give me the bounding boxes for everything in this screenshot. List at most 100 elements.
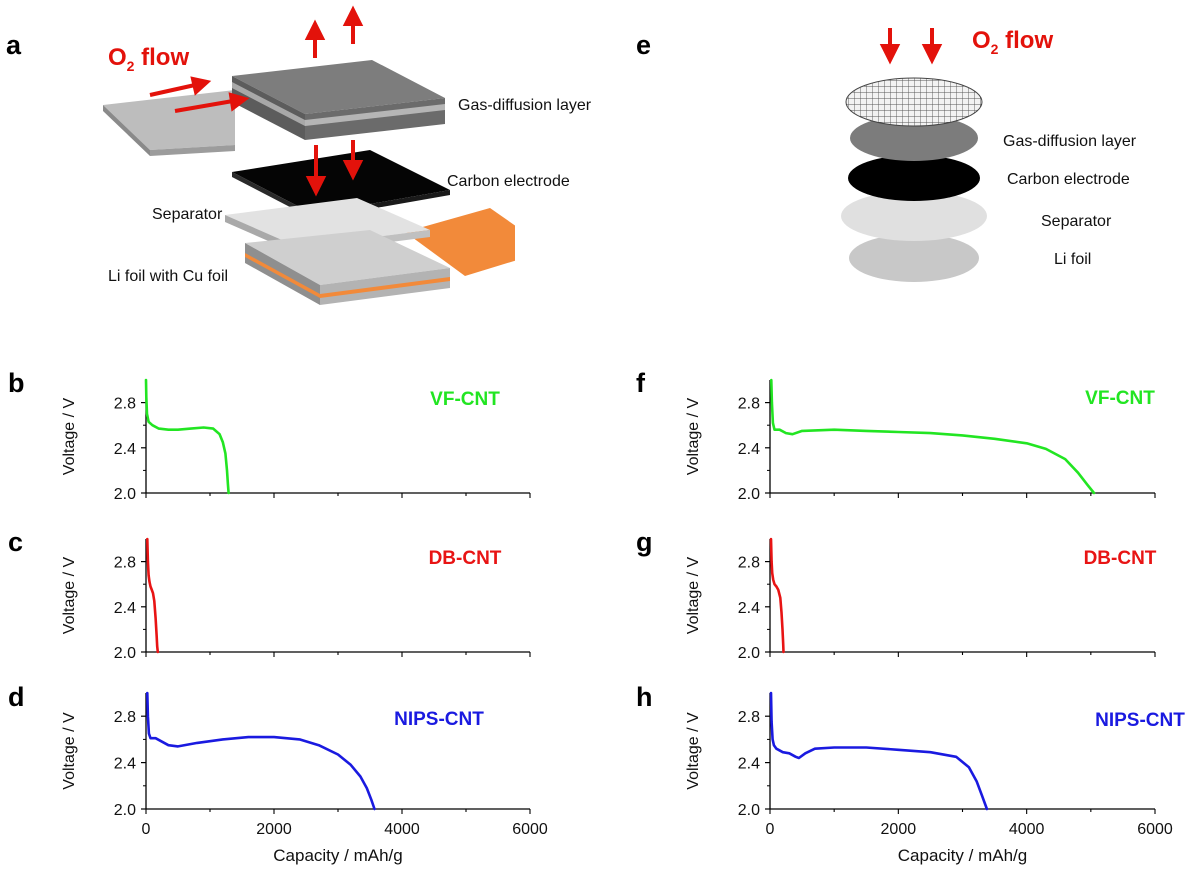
inflow-arrow-2-head	[228, 92, 250, 112]
o2-label-sub: 2	[990, 40, 999, 57]
y-tick-label: 2.4	[738, 756, 760, 773]
separator-disc	[841, 191, 987, 241]
y-tick-label: 2.0	[114, 802, 136, 819]
o2-label-sub: 2	[126, 57, 135, 74]
x-axis-label: Capacity / mAh/g	[898, 846, 1027, 865]
cu-foil-tab	[405, 208, 515, 276]
y-tick-label: 2.0	[738, 645, 760, 662]
series-line-nips-cnt	[769, 691, 989, 811]
x-axis-label: Capacity / mAh/g	[273, 846, 402, 865]
gdl-top	[232, 60, 445, 114]
y-tick-label: 2.4	[114, 441, 136, 458]
label-separator-a: Separator	[152, 206, 223, 223]
down-arrow-e1-head	[879, 44, 901, 65]
o2-down-arrows-e	[879, 28, 943, 65]
li-foil-disc	[849, 234, 979, 282]
x-tick-label: 4000	[1009, 821, 1045, 838]
carbon-electrode-top	[232, 150, 450, 214]
label-carbon-a: Carbon electrode	[447, 173, 570, 190]
o2-label-rest: flow	[134, 44, 190, 71]
series-line-db-cnt	[146, 537, 160, 654]
series-line-vf-cnt	[144, 378, 230, 495]
up-arrow-1-head	[304, 19, 326, 40]
y-axis-label: Voltage / V	[685, 556, 702, 634]
chart-f: f 2.0 2.4 2.8 Voltage / V VF-CNT	[636, 368, 1156, 503]
x-tick-label: 2000	[881, 821, 917, 838]
x-tick-label: 0	[142, 821, 151, 838]
series-label: DB-CNT	[1084, 548, 1157, 569]
down-arrow-e2-head	[921, 44, 943, 65]
chart-c: c 2.0 2.4 2.8 Voltage / V DB-CNT	[8, 527, 531, 662]
series-label: VF-CNT	[1085, 388, 1155, 409]
panel-letter-b: b	[8, 368, 25, 398]
x-tick-label: 6000	[1137, 821, 1173, 838]
series-label: NIPS-CNT	[1095, 710, 1185, 731]
gdl-stripe-side	[232, 82, 305, 126]
series-line-db-cnt	[769, 537, 785, 654]
series-label: DB-CNT	[429, 548, 502, 569]
y-tick-label: 2.0	[114, 645, 136, 662]
label-li-foil-e: Li foil	[1054, 251, 1092, 268]
y-axis-label: Voltage / V	[61, 397, 78, 475]
mesh-disc	[845, 77, 983, 127]
series-line-vf-cnt	[769, 378, 1096, 495]
panel-letter-h: h	[636, 682, 653, 712]
chart-h: h 2.0 2.4 2.8 0 2000 4000 6000 Voltage / V Capaci…	[636, 682, 1185, 865]
o2-inflow-arrows	[149, 76, 250, 113]
label-separator-e: Separator	[1041, 213, 1112, 230]
o2-label-main: O	[108, 44, 127, 71]
y-tick-label: 2.0	[114, 486, 136, 503]
panel-letter-d: d	[8, 682, 25, 712]
y-tick-label: 2.4	[738, 441, 760, 458]
gdl-stripe	[305, 104, 445, 126]
y-axis-label: Voltage / V	[61, 712, 78, 790]
disc-stack-diagram	[841, 28, 987, 282]
y-tick-label: 2.8	[738, 709, 760, 726]
inflow-arrow-1	[149, 83, 196, 97]
label-li-foil-a: Li foil with Cu foil	[108, 268, 229, 285]
y-tick-label: 2.4	[738, 600, 760, 617]
o2-outflow-arrows	[304, 5, 364, 58]
panel-letter-c: c	[8, 527, 23, 557]
up-arrow-2-head	[342, 5, 364, 26]
y-axis-label: Voltage / V	[685, 397, 702, 475]
cu-layer-front	[320, 277, 450, 298]
o2-label-rest: flow	[998, 27, 1054, 54]
panel-letter-a: a	[6, 30, 22, 60]
y-tick-label: 2.8	[114, 555, 136, 572]
panel-letter-e: e	[636, 30, 652, 60]
y-tick-label: 2.8	[738, 555, 760, 572]
x-tick-label: 2000	[256, 821, 292, 838]
down-arrow-1-head	[305, 176, 327, 197]
inflow-arrow-1-head	[190, 76, 212, 96]
inlet-plate-front	[150, 145, 235, 156]
cu-layer-side	[245, 253, 320, 298]
inflow-arrow-2	[174, 99, 234, 113]
chart-g: g 2.0 2.4 2.8 Voltage / V DB-CNT	[636, 527, 1157, 662]
panel-letter-f: f	[636, 368, 646, 398]
label-gdl-e: Gas-diffusion layer	[1003, 133, 1137, 150]
x-tick-label: 0	[766, 821, 775, 838]
y-tick-label: 2.8	[114, 396, 136, 413]
label-gdl-a: Gas-diffusion layer	[458, 97, 592, 114]
inlet-plate-side	[103, 105, 150, 156]
x-tick-label: 6000	[512, 821, 548, 838]
series-label: VF-CNT	[430, 389, 500, 410]
gdl-disc	[850, 115, 978, 161]
y-axis-label: Voltage / V	[685, 712, 702, 790]
y-tick-label: 2.8	[114, 709, 136, 726]
panel-letter-g: g	[636, 527, 653, 557]
y-tick-label: 2.8	[738, 396, 760, 413]
down-arrow-2-head	[342, 160, 364, 181]
li-foil-top	[245, 230, 450, 285]
o2-label-main: O	[972, 27, 991, 54]
y-axis-label: Voltage / V	[61, 556, 78, 634]
x-tick-label: 4000	[384, 821, 420, 838]
y-tick-label: 2.0	[738, 802, 760, 819]
chart-d: d 2.0 2.4 2.8 0 2000 4000 6000 Voltage / V Capaci…	[8, 682, 548, 865]
battery-exploded-diagram	[103, 5, 515, 305]
label-carbon-e: Carbon electrode	[1007, 171, 1130, 188]
o2-down-arrows	[305, 140, 364, 197]
o2-flow-label-e: O2 flow	[972, 27, 1053, 57]
